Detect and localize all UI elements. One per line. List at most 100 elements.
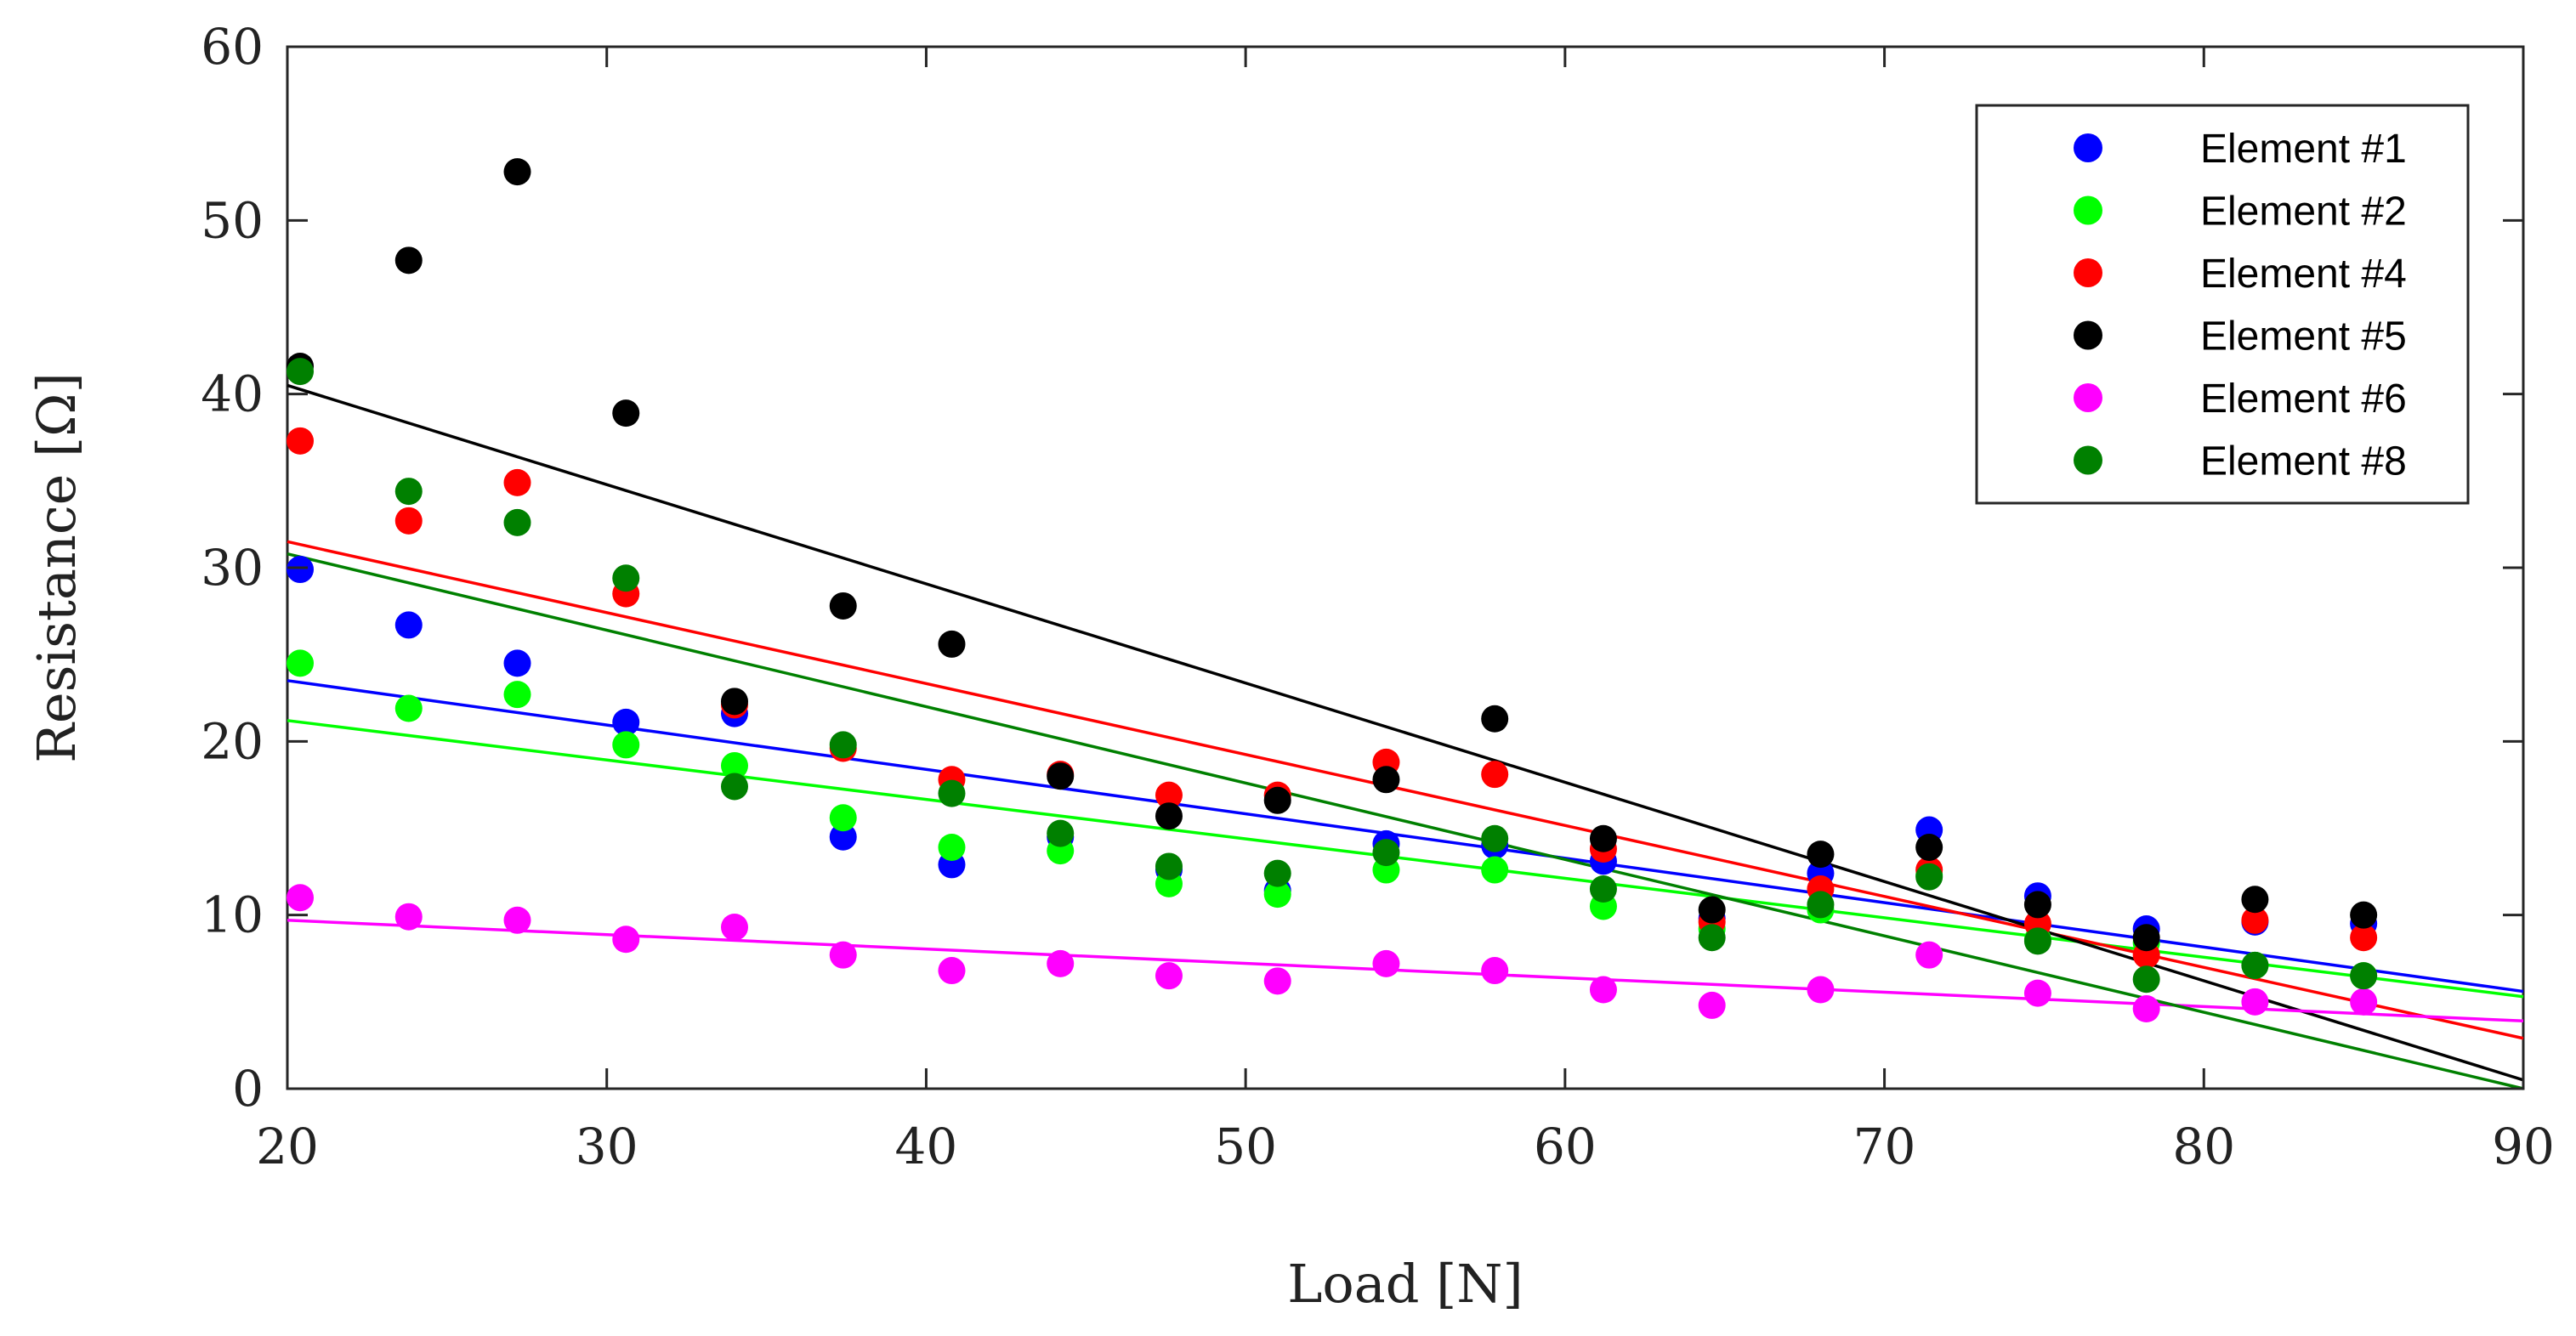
data-point-element-8 [287, 358, 315, 386]
data-point-element-6 [1807, 976, 1835, 1004]
data-point-element-1 [503, 649, 531, 677]
legend-label-element-4: Element #4 [2200, 252, 2407, 297]
data-point-element-6 [829, 941, 857, 969]
data-point-element-2 [1481, 856, 1509, 884]
data-point-element-2 [721, 751, 748, 779]
data-point-element-5 [2023, 891, 2051, 919]
data-point-element-8 [503, 508, 531, 536]
data-point-element-6 [2350, 988, 2378, 1016]
data-point-element-8 [829, 731, 857, 759]
data-point-element-2 [503, 681, 531, 709]
series-element-5 [287, 158, 2378, 952]
data-point-element-5 [2241, 886, 2269, 914]
data-point-element-8 [2241, 951, 2269, 979]
x-tick-label: 20 [256, 1118, 319, 1175]
data-point-element-8 [1263, 859, 1291, 887]
y-tick-label: 20 [201, 712, 264, 770]
data-point-element-4 [1155, 781, 1183, 809]
data-point-element-8 [1481, 824, 1509, 852]
series-element-6 [287, 884, 2378, 1023]
data-point-element-6 [1915, 941, 1943, 969]
data-point-element-5 [1155, 802, 1183, 830]
data-point-element-6 [1589, 976, 1617, 1004]
data-points [287, 158, 2378, 1023]
x-tick-label: 40 [895, 1118, 958, 1175]
data-point-element-6 [1481, 957, 1509, 985]
data-point-element-5 [1263, 786, 1291, 814]
data-point-element-8 [1807, 891, 1835, 919]
data-point-element-5 [1047, 762, 1075, 790]
data-point-element-8 [1155, 852, 1183, 880]
y-tick-label: 10 [201, 886, 264, 944]
legend-marker-element-6 [2074, 383, 2102, 412]
data-point-element-8 [1698, 924, 1726, 952]
data-point-element-4 [503, 468, 531, 496]
legend-marker-element-4 [2074, 258, 2102, 287]
data-point-element-8 [2132, 965, 2160, 994]
data-point-element-6 [2241, 988, 2269, 1016]
data-point-element-1 [829, 823, 857, 851]
data-point-element-1 [612, 708, 640, 736]
data-point-element-5 [2350, 901, 2378, 929]
data-point-element-5 [721, 688, 748, 716]
legend-label-element-1: Element #1 [2200, 127, 2407, 172]
data-point-element-8 [721, 773, 748, 801]
data-point-element-6 [938, 957, 966, 985]
y-tick-label: 30 [201, 539, 264, 597]
data-point-element-8 [1915, 863, 1943, 891]
data-point-element-5 [829, 592, 857, 620]
data-point-element-2 [1263, 880, 1291, 909]
legend-marker-element-5 [2074, 320, 2102, 350]
y-tick-label: 50 [201, 191, 264, 249]
data-point-element-6 [287, 884, 315, 912]
data-point-element-6 [2132, 995, 2160, 1023]
legend-label-element-8: Element #8 [2200, 439, 2407, 484]
legend: Element #1 Element #2 Element #4 Element #5… [1975, 104, 2470, 505]
x-tick-label: 50 [1214, 1118, 1277, 1175]
data-point-element-2 [287, 649, 315, 677]
y-tick-label: 0 [232, 1060, 264, 1118]
y-axis: 0 10 20 30 40 50 60 [201, 18, 2523, 1118]
x-axis-label: Load [N] [1287, 1253, 1523, 1315]
data-point-element-5 [1589, 824, 1617, 852]
data-point-element-6 [503, 906, 531, 934]
y-tick-label: 40 [201, 365, 264, 423]
legend-label-element-6: Element #6 [2200, 376, 2407, 422]
data-point-element-4 [2241, 906, 2269, 934]
data-point-element-8 [1589, 875, 1617, 903]
data-point-element-4 [1481, 761, 1509, 789]
x-tick-label: 30 [576, 1118, 638, 1175]
data-point-element-6 [721, 913, 748, 941]
data-point-element-5 [1915, 833, 1943, 861]
data-point-element-8 [938, 779, 966, 807]
data-point-element-5 [1807, 841, 1835, 869]
data-point-element-6 [1372, 949, 1400, 977]
data-point-element-2 [829, 804, 857, 832]
y-tick-label: 60 [201, 18, 264, 76]
data-point-element-8 [2350, 962, 2378, 990]
data-point-element-5 [503, 158, 531, 186]
data-point-element-1 [394, 611, 423, 639]
data-point-element-6 [612, 926, 640, 954]
x-axis: 20 30 40 50 60 70 80 90 [256, 47, 2555, 1175]
y-axis-label: Resistance [Ω] [26, 372, 88, 763]
data-point-element-4 [2350, 924, 2378, 952]
data-point-element-5 [1372, 766, 1400, 794]
x-tick-label: 90 [2492, 1118, 2555, 1175]
data-point-element-4 [394, 507, 423, 535]
data-point-element-2 [612, 731, 640, 759]
data-point-element-5 [938, 630, 966, 658]
data-point-element-5 [2132, 924, 2160, 952]
x-tick-label: 70 [1853, 1118, 1916, 1175]
data-point-element-8 [612, 564, 640, 592]
data-point-element-8 [2023, 927, 2051, 955]
data-point-element-2 [394, 694, 423, 722]
data-point-element-6 [1155, 962, 1183, 990]
x-tick-label: 80 [2172, 1118, 2235, 1175]
data-point-element-8 [1047, 819, 1075, 847]
x-tick-label: 60 [1534, 1118, 1597, 1175]
data-point-element-5 [1481, 705, 1509, 733]
data-point-element-6 [1698, 991, 1726, 1019]
legend-label-element-5: Element #5 [2200, 314, 2407, 359]
